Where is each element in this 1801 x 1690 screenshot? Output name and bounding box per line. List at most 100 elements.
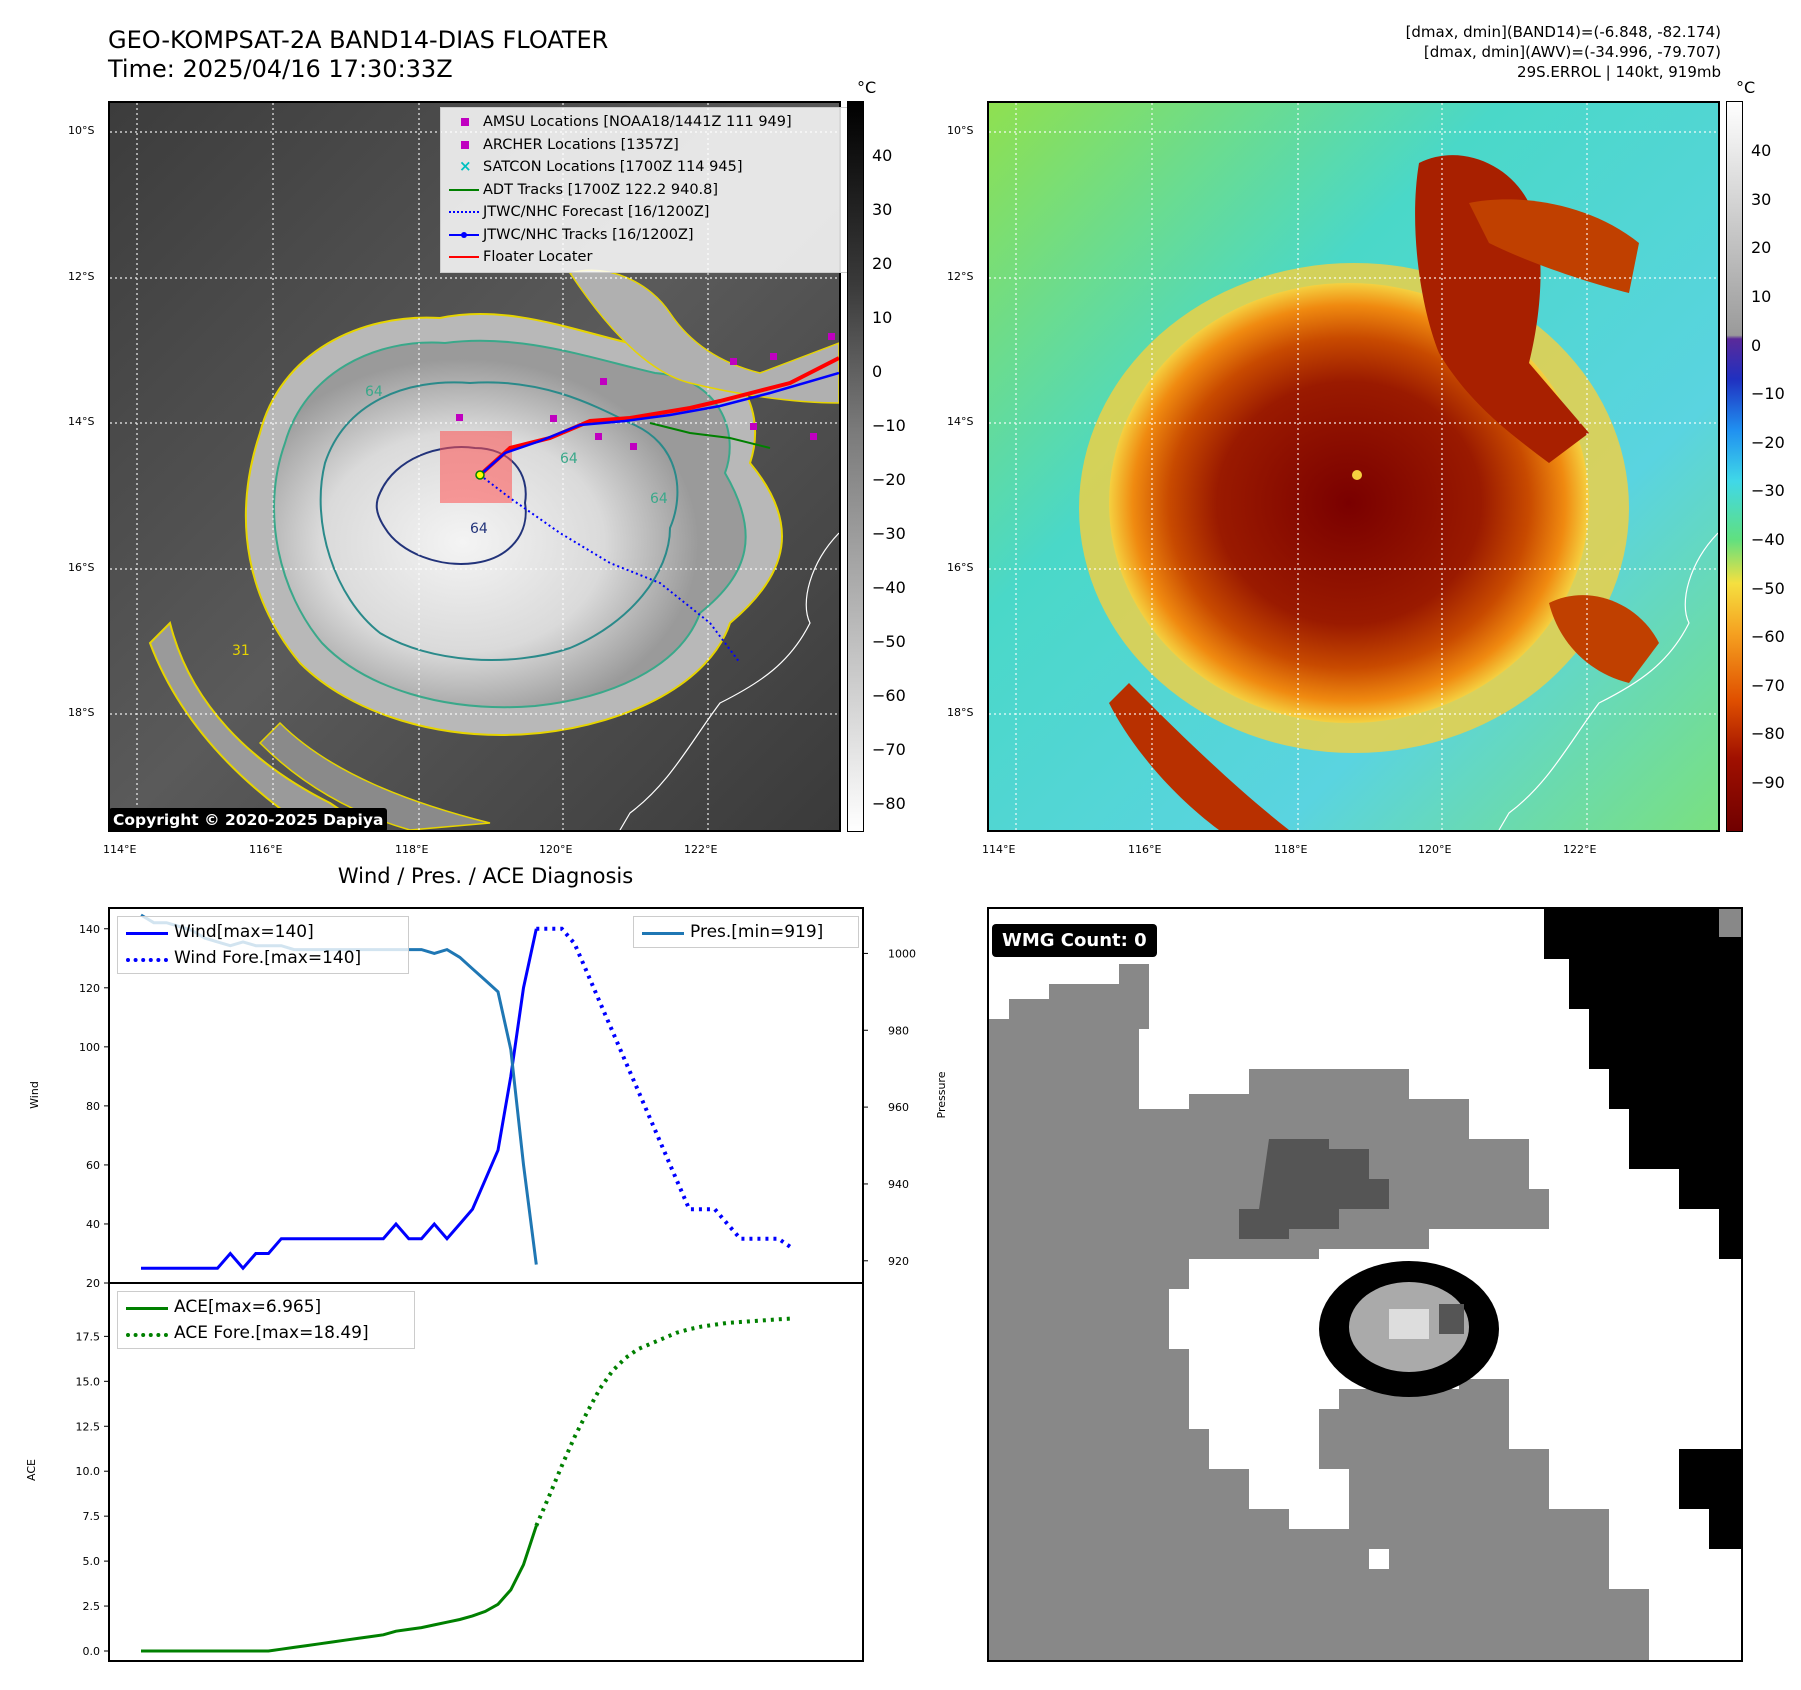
legend-item-ace-fore: ACE Fore.[max=18.49] [122,1320,410,1346]
ace-forecast-line [534,1316,792,1527]
pressure-legend: Pres.[min=919] [633,916,859,948]
colorbar-tick: 40 [872,146,893,165]
adt-track [649,422,771,449]
wmg-svg [989,909,1741,1660]
colorbar-tick: −30 [872,524,906,543]
ace-frame [108,1282,864,1662]
contour-64 [319,381,679,661]
floater-box [440,431,512,503]
contour-label: 64 [560,451,578,467]
legend-label: Pres.[min=919] [690,922,824,942]
colorbar-tick: −70 [872,740,906,759]
lon-label: 116°E [1128,843,1162,856]
lon-label: 120°E [1418,843,1452,856]
spiral-band-1 [148,621,372,830]
colorbar-tick: −20 [872,470,906,489]
colorbar-tick: 10 [872,308,893,327]
storm-center-marker [475,470,485,480]
diagnosis-title: Wind / Pres. / ACE Diagnosis [337,864,634,888]
ace-axis-label: ACE [25,1459,38,1481]
right-colorbar [1726,101,1743,832]
wmg-black-northeast [1544,909,1741,1259]
southwest-band [1109,683,1289,830]
legend-item-satcon: × SATCON Locations [1700Z 114 945] [459,157,743,176]
stats-line-3: 29S.ERROL | 140kt, 919mb [1517,63,1721,81]
ace-legend: ACE[max=6.965] ACE Fore.[max=18.49] [117,1291,415,1349]
contour-labels: 64 31 64 64 64 [232,384,668,659]
ace-tick-label: 12.5 [76,1420,101,1433]
floater-track [478,356,839,477]
colorbar-tick: −20 [1751,433,1785,452]
amsu-markers [456,333,835,450]
left-colorbar-unit: °C [857,78,877,97]
cold-cloud-core [273,339,747,709]
legend-label: JTWC/NHC Forecast [16/1200Z] [483,204,710,221]
wind-legend: Wind[max=140] Wind Fore.[max=140] [117,916,409,974]
contour-label: 31 [232,643,250,659]
colorbar-tick: −50 [1751,579,1785,598]
ace-tick-label: 5.0 [83,1555,101,1568]
colorbar-tick: −40 [1751,530,1785,549]
stats-line-2: [dmax, dmin](AWV)=(-34.996, -79.707) [1423,43,1721,61]
legend-item-archer: ARCHER Locations [1357Z] [447,134,841,157]
colorbar-tick: −60 [872,686,906,705]
lon-label: 114°E [103,843,137,856]
colorbar-tick: −50 [872,632,906,651]
legend-label: Floater Locater [483,249,593,266]
legend-item-amsu: AMSU Locations [NOAA18/1441Z 111 949] [447,111,841,134]
ace-tick-label: 2.5 [83,1600,101,1613]
wmg-eye-dark [1439,1304,1464,1334]
north-convection [1415,155,1589,463]
pressure-tick-label: 980 [888,1024,909,1037]
right-colorbar-unit: °C [1736,78,1756,97]
lat-label: 18°S [947,706,974,719]
legend-label: ACE[max=6.965] [174,1297,322,1317]
jtwc-forecast [479,474,741,664]
left-colorbar [847,101,864,832]
ace-line [141,1525,538,1653]
legend-label: SATCON Locations [1700Z 114 945] [483,159,743,176]
title-line-1: GEO-KOMPSAT-2A BAND14-DIAS FLOATER [108,26,609,54]
legend-label: JTWC/NHC Tracks [16/1200Z] [483,226,694,243]
wmg-corner [1719,909,1741,937]
lat-label: 14°S [68,415,95,428]
colorbar-tick: 10 [1751,287,1772,306]
legend-item-floater: Floater Locater [447,246,841,269]
pressure-axis-label: Pressure [935,1071,948,1118]
lon-label: 118°E [395,843,429,856]
colorbar-tick: −60 [1751,627,1785,646]
colorbar-tick: 30 [1751,190,1772,209]
jtwc-track [479,371,839,476]
storm-eye [1352,470,1362,480]
lon-label: 120°E [539,843,573,856]
lon-label: 122°E [1563,843,1597,856]
east-convection [1549,595,1659,683]
colorbar-tick: 40 [1751,141,1772,160]
legend-label: AMSU Locations [NOAA18/1441Z 111 949] [483,114,792,131]
wind-tick-label: 120 [79,982,100,995]
stats-text: [dmax, dmin](BAND14)=(-6.848, -82.174) [d… [1406,22,1721,82]
ace-tick-label: 0.0 [83,1645,101,1658]
wind-tick-label: 20 [86,1277,100,1290]
awv-map-panel [987,101,1720,832]
wind-tick-label: 100 [79,1041,100,1054]
wind-axis-label: Wind [28,1081,41,1109]
colorbar-tick: 20 [1751,238,1772,257]
wind-tick-label: 40 [86,1218,100,1231]
lon-label: 116°E [249,843,283,856]
pressure-tick-label: 940 [888,1178,909,1191]
wmg-dark-patch [1239,1139,1389,1239]
lon-label: 122°E [684,843,718,856]
colorbar-tick: −30 [1751,481,1785,500]
ace-tick-label: 10.0 [76,1465,101,1478]
colorbar-tick: −80 [1751,724,1785,743]
lon-label: 118°E [1274,843,1308,856]
wmg-panel [987,907,1743,1662]
legend-item-jtwc-forecast: JTWC/NHC Forecast [16/1200Z] [447,201,841,224]
colorbar-tick: −10 [1751,384,1785,403]
wind-tick-label: 140 [79,923,100,936]
title-line-2: Time: 2025/04/16 17:30:33Z [108,55,453,83]
lat-label: 12°S [68,270,95,283]
coastline [619,532,839,830]
